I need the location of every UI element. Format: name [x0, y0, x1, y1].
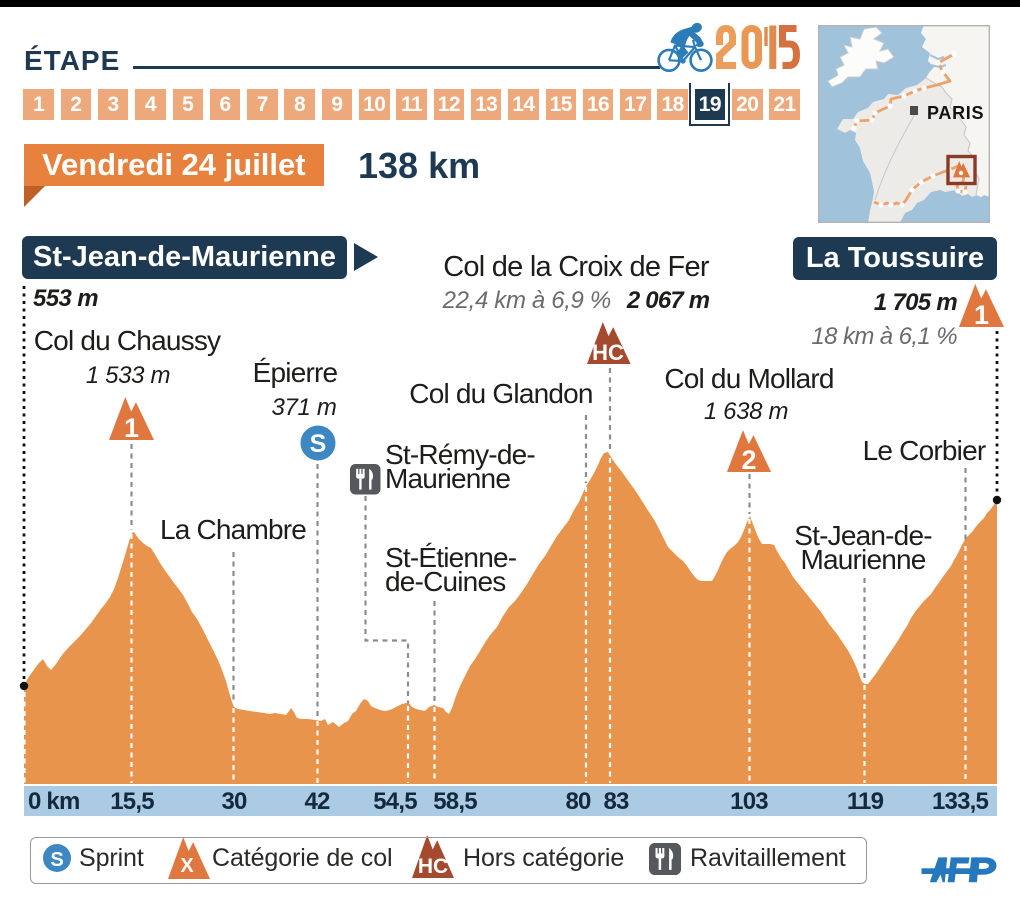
svg-text:HC: HC	[592, 340, 624, 365]
svg-text:1: 1	[124, 413, 139, 443]
svg-text:1: 1	[974, 300, 989, 330]
svg-text:X: X	[180, 855, 194, 877]
svg-text:S: S	[310, 430, 327, 458]
svg-text:2: 2	[741, 445, 756, 475]
svg-text:S: S	[50, 849, 63, 871]
svg-text:HC: HC	[418, 855, 448, 878]
